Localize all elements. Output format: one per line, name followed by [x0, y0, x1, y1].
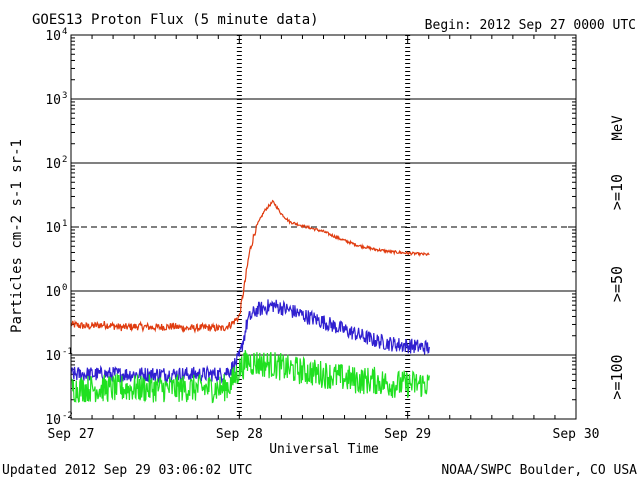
plot-frame [70, 34, 577, 420]
y-tick-exponent: 2 [62, 155, 67, 165]
begin-time: Begin: 2012 Sep 27 0000 UTC [425, 18, 636, 33]
x-tick-label: Sep 27 [48, 427, 95, 442]
x-axis-label: Universal Time [269, 442, 379, 457]
credit-text: NOAA/SWPC Boulder, CO USA [441, 463, 637, 478]
y-tick-label: 10 [45, 29, 61, 44]
legend-ge100: >=100 [608, 354, 626, 399]
legend-ge10: >=10 [608, 174, 626, 210]
x-tick-label: Sep 28 [216, 427, 263, 442]
series-line-2 [70, 349, 430, 404]
y-tick-exponent: 3 [62, 91, 67, 101]
legend-ge50: >=50 [608, 266, 626, 302]
y-tick-label: 10 [45, 413, 61, 428]
y-tick-exponent: 4 [62, 27, 67, 37]
y-axis-label: Particles cm-2 s-1 sr-1 [9, 139, 25, 333]
series-line-0 [70, 199, 430, 334]
x-tick-label: Sep 30 [553, 427, 600, 442]
y-tick-exponent: 0 [62, 283, 67, 293]
y-tick-exponent: 1 [62, 219, 67, 229]
y-tick-label: 10 [45, 157, 61, 172]
series-line-1 [70, 299, 430, 384]
x-tick-label: Sep 29 [384, 427, 431, 442]
y-tick-label: 10 [45, 285, 61, 300]
chart-title: GOES13 Proton Flux (5 minute data) [32, 12, 319, 28]
energy-unit-label: MeV [610, 115, 626, 141]
y-tick-label: 10 [45, 93, 61, 108]
y-tick-label: 10 [45, 221, 61, 236]
y-tick-exponent: -1 [62, 347, 73, 357]
y-tick-exponent: -2 [62, 411, 73, 421]
y-tick-label: 10 [45, 349, 61, 364]
updated-timestamp: Updated 2012 Sep 29 03:06:02 UTC [2, 463, 252, 478]
